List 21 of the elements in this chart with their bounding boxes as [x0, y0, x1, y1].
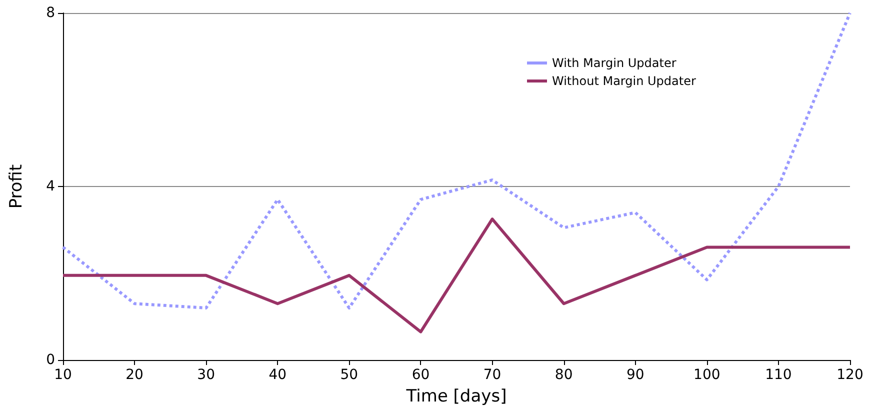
y-tick-label: 8	[46, 5, 55, 21]
legend-label: With Margin Updater	[552, 56, 676, 70]
y-axis-title: Profit	[6, 164, 26, 209]
x-tick-label: 60	[412, 367, 430, 383]
x-tick-label: 100	[694, 367, 720, 383]
y-tick-label: 4	[46, 178, 56, 194]
x-axis-title: Time [days]	[405, 386, 507, 406]
x-tick-label: 90	[626, 367, 644, 383]
x-tick-label: 50	[340, 367, 358, 383]
x-tick-label: 10	[54, 367, 72, 383]
x-tick-label: 120	[836, 367, 864, 383]
y-tick-label: 0	[46, 352, 55, 368]
x-tick-label: 70	[483, 367, 502, 383]
x-tick-label: 80	[554, 367, 573, 383]
x-tick-label: 110	[765, 367, 792, 383]
x-tick-label: 20	[126, 367, 144, 383]
line-series	[62, 218, 852, 334]
legend-label: Without Margin Updater	[552, 74, 696, 88]
x-tick-label: 40	[268, 367, 287, 383]
line-series	[62, 12, 852, 310]
x-tick-label: 30	[197, 367, 216, 383]
